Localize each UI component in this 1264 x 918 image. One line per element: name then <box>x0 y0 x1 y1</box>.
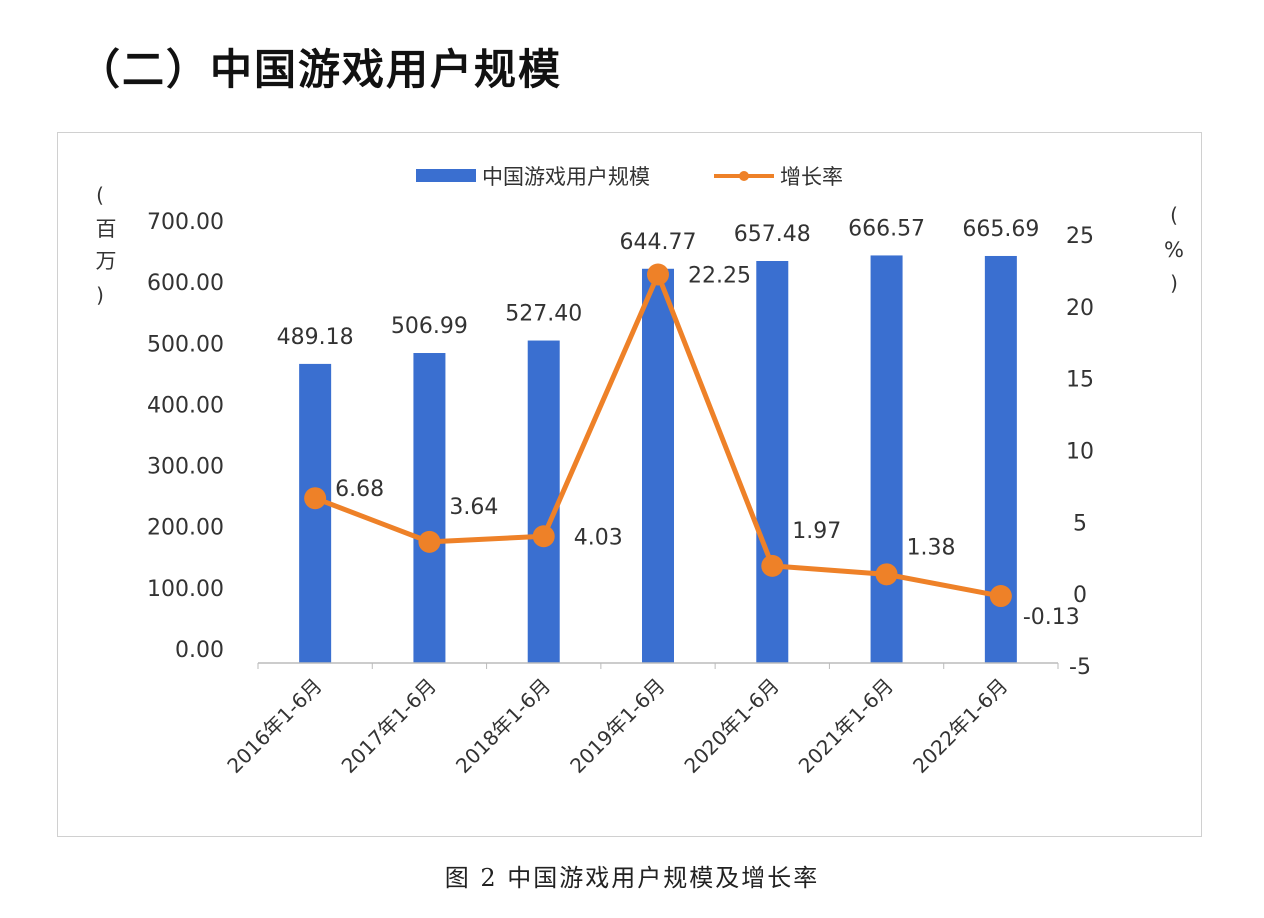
x-tick-label: 2022年1-6月 <box>908 674 1012 778</box>
left-tick-label: 400.00 <box>147 393 224 418</box>
left-tick-label: 500.00 <box>147 332 224 357</box>
x-tick-label: 2018年1-6月 <box>451 674 555 778</box>
left-tick-label: 0.00 <box>175 638 224 663</box>
legend-line-marker <box>739 171 749 181</box>
right-axis-title: % <box>1164 238 1184 262</box>
left-axis-title-open: ( <box>96 183 104 207</box>
growth-point-1 <box>418 530 441 553</box>
bar-data-label: 666.57 <box>848 216 925 241</box>
left-tick-label: 600.00 <box>147 271 224 296</box>
growth-data-label: 3.64 <box>449 495 498 520</box>
growth-data-label: 6.68 <box>335 477 384 502</box>
bar-data-label: 489.18 <box>277 325 354 350</box>
chart-frame <box>57 132 1202 837</box>
growth-point-2 <box>532 525 555 548</box>
bar-data-label: 657.48 <box>734 222 811 247</box>
growth-data-label: 1.97 <box>792 519 841 544</box>
x-tick-label: 2020年1-6月 <box>679 674 783 778</box>
bar-data-label: 665.69 <box>962 217 1039 242</box>
right-axis-title-open: ( <box>1170 203 1178 227</box>
left-tick-label: 700.00 <box>147 210 224 235</box>
right-axis-title-close: ) <box>1170 271 1178 295</box>
x-tick-label: 2021年1-6月 <box>794 674 898 778</box>
growth-point-0 <box>304 487 327 510</box>
left-tick-label: 300.00 <box>147 455 224 480</box>
right-tick-label: 0 <box>1073 583 1087 608</box>
left-axis-title-close: ) <box>96 283 104 307</box>
growth-data-label: -0.13 <box>1023 605 1080 630</box>
bar-3 <box>642 268 674 663</box>
legend-line-label: 增长率 <box>780 165 843 189</box>
bar-0 <box>299 363 332 663</box>
bar-5 <box>870 255 903 663</box>
right-tick-label: 10 <box>1066 440 1094 465</box>
right-tick-label: -5 <box>1069 655 1091 680</box>
left-tick-label: 200.00 <box>147 516 224 541</box>
legend-bar-swatch <box>416 169 476 182</box>
legend-bar-label: 中国游戏用户规模 <box>482 165 650 189</box>
section-heading: （二）中国游戏用户规模 <box>78 45 563 94</box>
x-tick-label: 2017年1-6月 <box>337 674 441 778</box>
growth-point-3 <box>647 263 669 286</box>
bar-data-label: 644.77 <box>620 230 697 255</box>
growth-point-5 <box>875 563 898 586</box>
growth-data-label: 4.03 <box>574 525 623 550</box>
bar-data-label: 527.40 <box>505 302 582 327</box>
growth-data-label: 1.38 <box>907 535 956 560</box>
growth-point-6 <box>989 585 1012 608</box>
right-tick-label: 20 <box>1066 296 1094 321</box>
growth-data-label: 22.25 <box>688 264 751 289</box>
growth-point-4 <box>761 554 784 577</box>
left-axis-title-char: 百 <box>96 217 117 241</box>
right-tick-label: 5 <box>1073 511 1087 536</box>
left-tick-label: 100.00 <box>147 577 224 602</box>
right-tick-label: 25 <box>1066 224 1094 249</box>
left-axis-title-char: 万 <box>96 249 117 273</box>
right-tick-label: 15 <box>1066 368 1094 393</box>
bar-2 <box>527 340 560 663</box>
x-tick-label: 2016年1-6月 <box>222 674 326 778</box>
x-tick-label: 2019年1-6月 <box>565 674 669 778</box>
bar-data-label: 506.99 <box>391 314 468 339</box>
bar-4 <box>756 260 789 663</box>
bar-1 <box>413 353 446 663</box>
figure-caption: 图 2 中国游戏用户规模及增长率 <box>444 864 820 892</box>
